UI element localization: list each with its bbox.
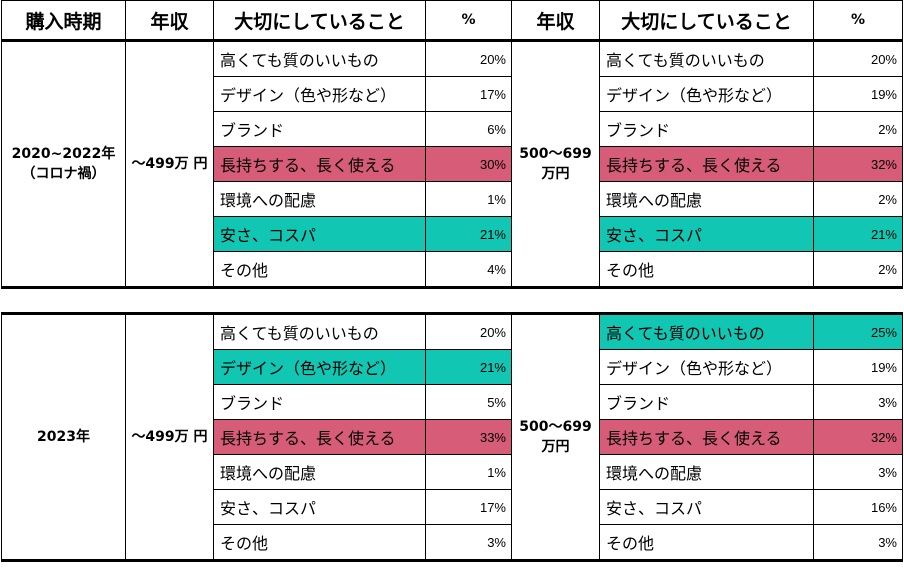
header-percent-left: % — [425, 0, 512, 41]
priority-label-left: 環境への配慮 — [213, 454, 426, 490]
percent-value-right: 19% — [813, 76, 903, 112]
priority-label-left: 長持ちする、長く使える — [213, 419, 426, 455]
block-body: 2020~2022年 （コロナ禍） 〜499万 円高くても質のいいもの 20% 500… — [1, 39, 903, 289]
percent-value-right: 2% — [813, 181, 903, 217]
priority-label-right: デザイン（色や形など） — [599, 349, 814, 385]
percent-value-right: 3% — [813, 384, 903, 420]
header-priority-left: 大切にしていること — [213, 0, 426, 41]
income-cell-left: 〜499万 円 — [125, 312, 214, 562]
income-cell-right: 500〜699 万円 — [511, 312, 600, 562]
priority-label-left: デザイン（色や形など） — [213, 76, 426, 112]
period-cell: 2023年 — [1, 312, 126, 562]
table-row: 環境への配慮 1% 環境への配慮 2% — [2, 181, 903, 217]
priority-label-right: その他 — [599, 524, 814, 562]
priority-label-right: 高くても質のいいもの — [599, 39, 814, 77]
priority-label-right: 長持ちする、長く使える — [599, 146, 814, 182]
percent-value-left: 3% — [425, 524, 512, 562]
percent-value-right: 3% — [813, 524, 903, 562]
percent-value-left: 4% — [425, 251, 512, 289]
priority-label-right: デザイン（色や形など） — [599, 76, 814, 112]
percent-value-right: 25% — [813, 312, 903, 350]
priority-label-right: 長持ちする、長く使える — [599, 419, 814, 455]
percent-value-right: 2% — [813, 251, 903, 289]
priority-label-right: 環境への配慮 — [599, 181, 814, 217]
priority-label-left: その他 — [213, 524, 426, 562]
priority-label-left: 高くても質のいいもの — [213, 312, 426, 350]
table-row: デザイン（色や形など） 21% デザイン（色や形など） 19% — [2, 349, 903, 385]
percent-value-left: 17% — [425, 76, 512, 112]
header-row: 購入時期 年収 大切にしていること % 年収 大切にしていること % — [1, 0, 903, 41]
percent-value-right: 21% — [813, 216, 903, 252]
percent-value-left: 17% — [425, 489, 512, 525]
header-priority-right: 大切にしていること — [599, 0, 814, 41]
table-row: その他 4% その他 2% — [2, 251, 903, 289]
priority-label-left: デザイン（色や形など） — [213, 349, 426, 385]
percent-value-right: 32% — [813, 146, 903, 182]
table-row: 2023年 〜499万 円高くても質のいいもの 20% 500〜699 万円 高くても質… — [1, 312, 903, 562]
priority-label-left: 環境への配慮 — [213, 181, 426, 217]
percent-value-left: 5% — [425, 384, 512, 420]
income-cell-right: 500〜699 万円 — [511, 39, 600, 289]
table-row: その他 3% その他 3% — [2, 524, 903, 562]
percent-value-right: 20% — [813, 39, 903, 77]
table-row: 安さ、コスパ 21% 安さ、コスパ 21% — [2, 216, 903, 252]
percent-value-left: 21% — [425, 349, 512, 385]
block-body: 2023年 〜499万 円高くても質のいいもの 20% 500〜699 万円 高くても質… — [1, 312, 903, 562]
priority-label-right: 高くても質のいいもの — [599, 312, 814, 350]
priority-label-left: 安さ、コスパ — [213, 216, 426, 252]
table-row: デザイン（色や形など） 17% デザイン（色や形など） 19% — [2, 76, 903, 112]
table-row: 長持ちする、長く使える 33% 長持ちする、長く使える 32% — [2, 419, 903, 455]
priority-label-right: 安さ、コスパ — [599, 216, 814, 252]
percent-value-left: 33% — [425, 419, 512, 455]
percent-value-left: 6% — [425, 111, 512, 147]
priority-label-left: その他 — [213, 251, 426, 289]
priority-label-left: 安さ、コスパ — [213, 489, 426, 525]
header-income-left: 年収 — [125, 0, 214, 41]
percent-value-right: 2% — [813, 111, 903, 147]
income-cell-left: 〜499万 円 — [125, 39, 214, 289]
priority-label-right: ブランド — [599, 384, 814, 420]
percent-value-left: 20% — [425, 39, 512, 77]
header-income-right: 年収 — [511, 0, 600, 41]
percent-value-left: 1% — [425, 181, 512, 217]
header-period: 購入時期 — [1, 0, 126, 41]
priority-label-right: その他 — [599, 251, 814, 289]
period-cell: 2020~2022年 （コロナ禍） — [1, 39, 126, 289]
survey-table-top: 購入時期 年収 大切にしていること % 年収 大切にしていること % 2020~… — [1, 0, 903, 289]
percent-value-left: 20% — [425, 312, 512, 350]
percent-value-right: 3% — [813, 454, 903, 490]
priority-label-right: 安さ、コスパ — [599, 489, 814, 525]
percent-value-left: 1% — [425, 454, 512, 490]
survey-table-bottom: 2023年 〜499万 円高くても質のいいもの 20% 500〜699 万円 高くても質… — [1, 312, 903, 562]
priority-label-left: 高くても質のいいもの — [213, 39, 426, 77]
table-row: 環境への配慮 1% 環境への配慮 3% — [2, 454, 903, 490]
priority-label-left: ブランド — [213, 111, 426, 147]
priority-label-right: ブランド — [599, 111, 814, 147]
header-percent-right: % — [813, 0, 903, 41]
percent-value-right: 32% — [813, 419, 903, 455]
table-row: 長持ちする、長く使える 30% 長持ちする、長く使える 32% — [2, 146, 903, 182]
table-row: 2020~2022年 （コロナ禍） 〜499万 円高くても質のいいもの 20% 500… — [1, 39, 903, 289]
table-row: ブランド 6% ブランド 2% — [2, 111, 903, 147]
priority-label-right: 環境への配慮 — [599, 454, 814, 490]
percent-value-right: 16% — [813, 489, 903, 525]
priority-label-left: ブランド — [213, 384, 426, 420]
percent-value-right: 19% — [813, 349, 903, 385]
table-row: 安さ、コスパ 17% 安さ、コスパ 16% — [2, 489, 903, 525]
priority-label-left: 長持ちする、長く使える — [213, 146, 426, 182]
percent-value-left: 30% — [425, 146, 512, 182]
percent-value-left: 21% — [425, 216, 512, 252]
